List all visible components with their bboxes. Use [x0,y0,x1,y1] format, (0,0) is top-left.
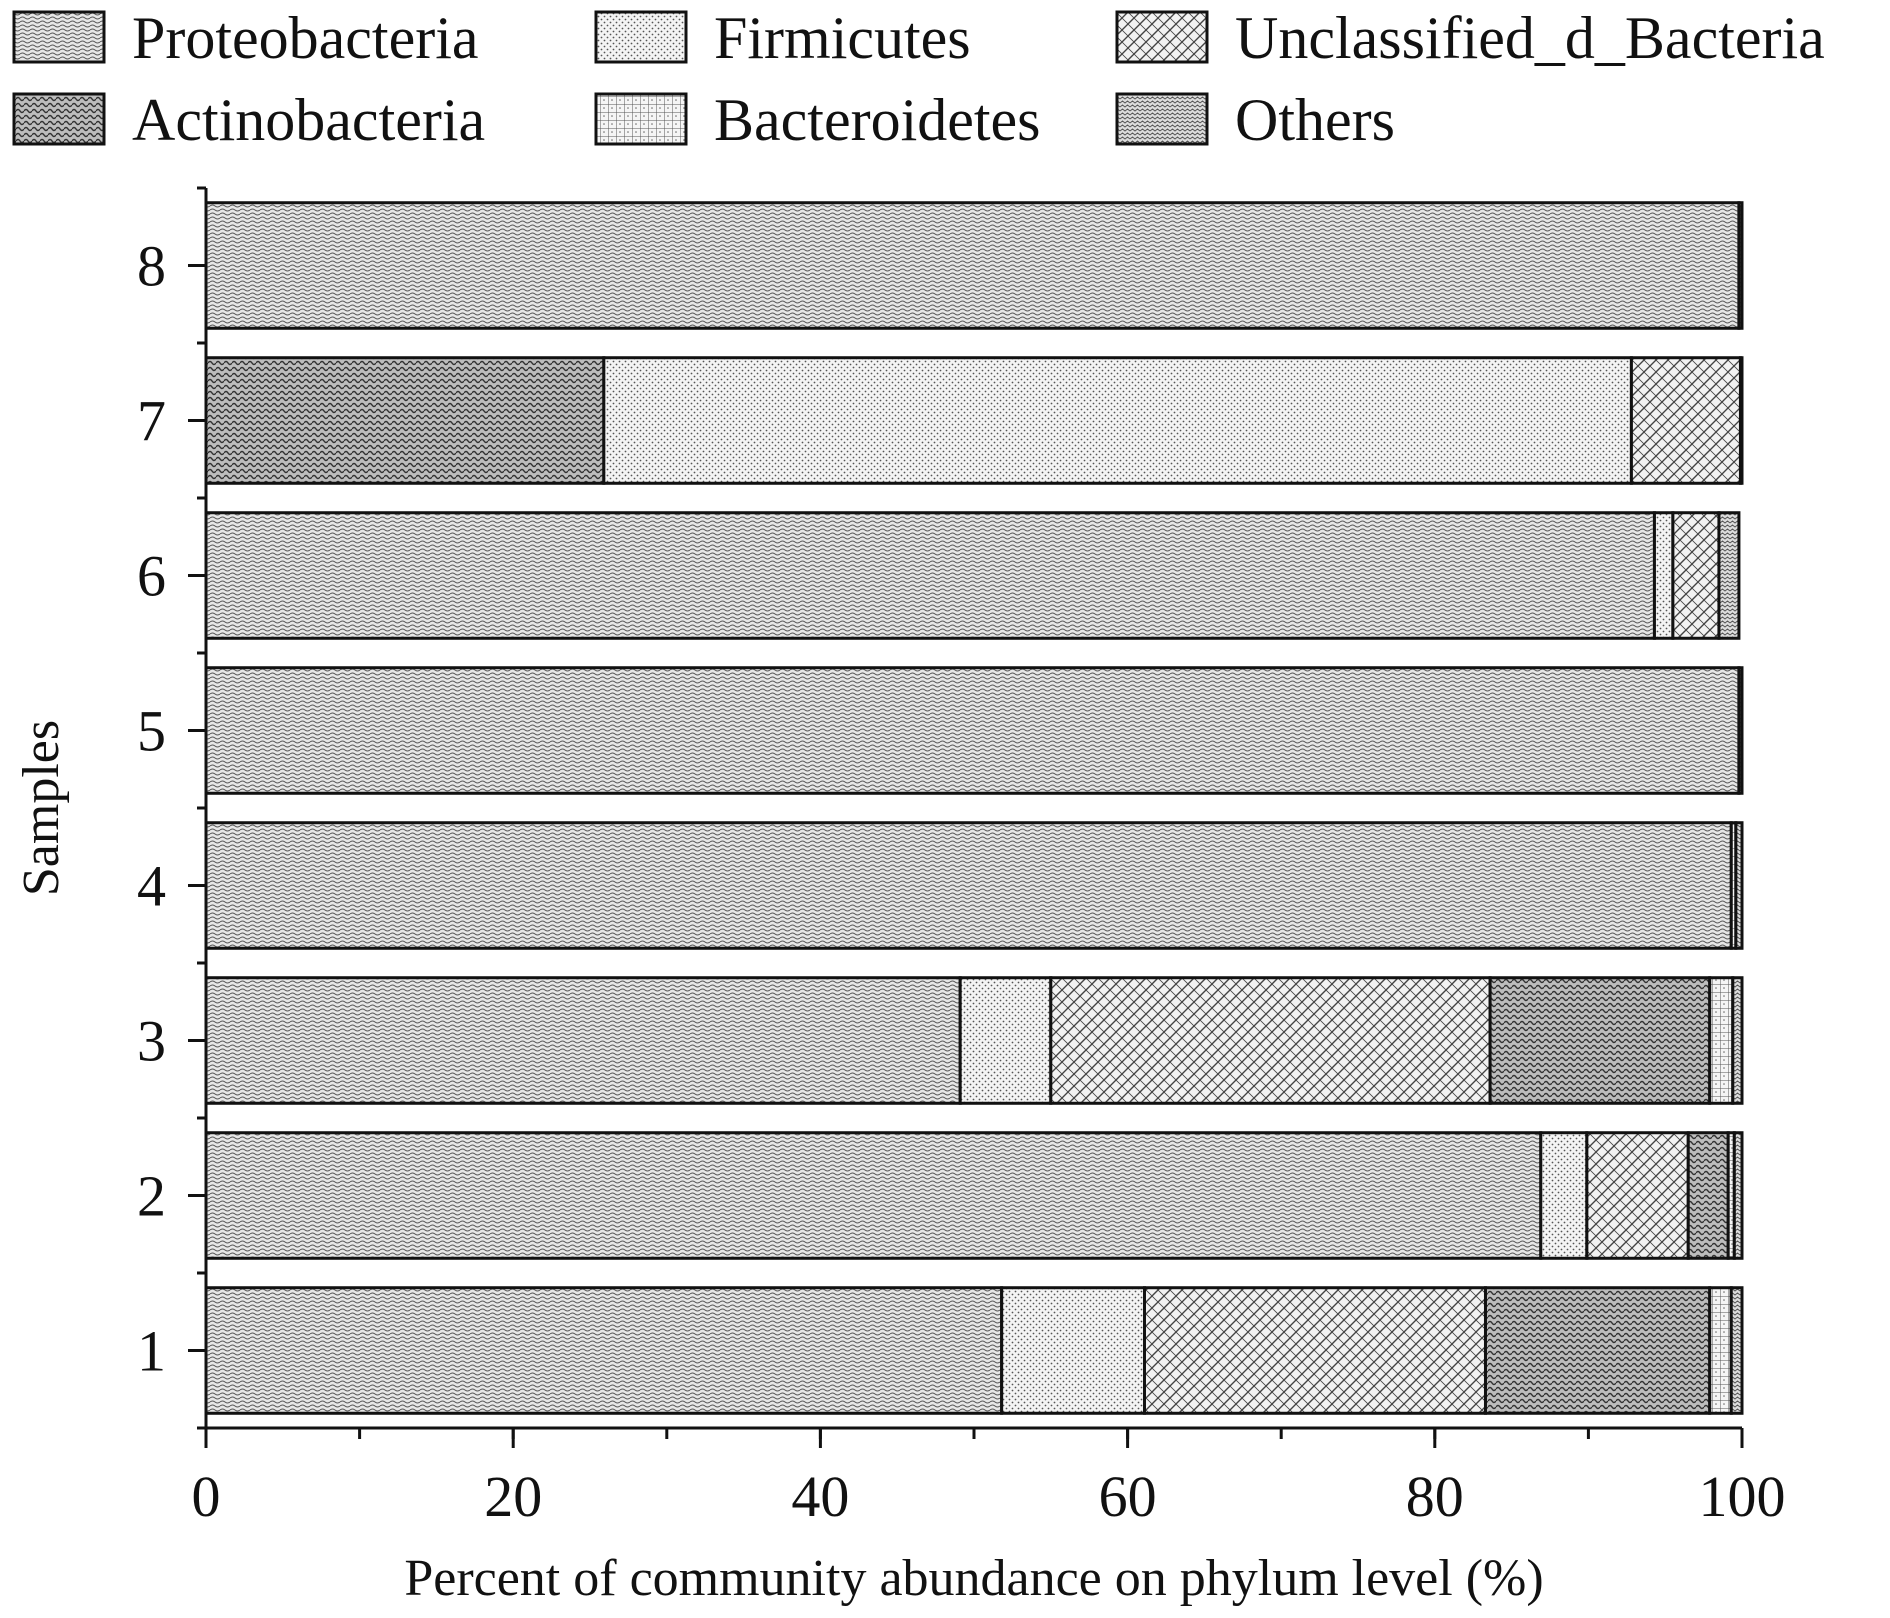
bar-segment-sample-5-proteobacteria [204,666,1741,795]
bar-segment-sample-1-actinobacteria [1483,1286,1712,1415]
bar-segment-sample-2-firmicutes [1539,1131,1589,1260]
legend-swatch-actinobacteria [12,92,106,146]
legend-label-firmicutes: Firmicutes [714,5,971,71]
y-tick-label-7: 7 [137,389,166,454]
bar-segment-sample-8-others [1737,201,1744,330]
legend-label-bacteroidetes: Bacteroidetes [714,87,1041,153]
bar-segment-sample-4-others [1734,821,1744,950]
y-tick-label-5: 5 [137,699,166,764]
legend-label-others: Others [1235,87,1395,153]
bar-segment-sample-5-others [1737,666,1744,795]
y-tick-label-2: 2 [137,1164,166,1229]
x-tick-label-80: 80 [1406,1464,1464,1529]
bar-segment-sample-7-firmicutes [602,356,1633,485]
legend: Proteobacteria Firmicutes Unclassified_d_B… [12,5,1825,153]
bar-segment-sample-2-others [1732,1131,1744,1260]
y-ticks: 1 2 3 4 5 6 7 8 [137,186,206,1430]
bar-segment-sample-1-others [1729,1286,1744,1415]
y-tick-label-3: 3 [137,1009,166,1074]
bar-segment-sample-6-firmicutes [1652,511,1675,640]
bar-segment-sample-7-actinobacteria [204,356,606,485]
bar-segment-sample-1-firmicutes [1000,1286,1146,1415]
y-tick-label-6: 6 [137,544,166,609]
bar-segment-sample-2-actinobacteria [1686,1131,1730,1260]
bar-segment-sample-6-others [1717,511,1741,640]
bar-segment-sample-7-unclassified-d-bacteria [1629,356,1742,485]
bars [204,201,1744,1415]
legend-swatch-firmicutes [594,10,688,64]
bar-segment-sample-7-others [1738,356,1744,485]
bar-segment-sample-1-proteobacteria [204,1286,1004,1415]
bar-segment-sample-2-proteobacteria [204,1131,1543,1260]
y-axis-title: Samples [13,720,70,896]
bar-segment-sample-3-actinobacteria [1488,976,1712,1105]
legend-label-actinobacteria: Actinobacteria [132,87,485,153]
x-tick-label-20: 20 [484,1464,542,1529]
y-tick-label-8: 8 [137,234,166,299]
legend-swatch-unclassified-d-bacteria [1115,10,1209,64]
bar-segment-sample-2-unclassified-d-bacteria [1585,1131,1690,1260]
bar-segment-sample-3-bacteroidetes [1708,976,1735,1105]
legend-label-unclassified-d-bacteria: Unclassified_d_Bacteria [1235,5,1825,71]
legend-swatch-bacteroidetes [594,92,688,146]
y-tick-label-4: 4 [137,854,166,919]
bar-segment-sample-8-proteobacteria [204,201,1741,330]
y-tick-label-1: 1 [137,1319,166,1384]
bar-segment-sample-4-proteobacteria [204,821,1733,950]
x-tick-label-60: 60 [1099,1464,1157,1529]
bar-segment-sample-3-proteobacteria [204,976,962,1105]
bar-segment-sample-3-firmicutes [958,976,1053,1105]
x-tick-label-100: 100 [1699,1464,1786,1529]
bar-segment-sample-3-others [1731,976,1744,1105]
bar-segment-sample-6-proteobacteria [204,511,1656,640]
legend-swatch-others [1115,92,1209,146]
x-tick-label-0: 0 [192,1464,221,1529]
bar-segment-sample-6-unclassified-d-bacteria [1671,511,1721,640]
x-ticks: 0 20 40 60 80 100 [192,1428,1786,1529]
legend-label-proteobacteria: Proteobacteria [132,5,479,71]
bar-segment-sample-3-unclassified-d-bacteria [1049,976,1492,1105]
legend-swatch-proteobacteria [12,10,106,64]
bar-segment-sample-1-bacteroidetes [1708,1286,1733,1415]
bar-segment-sample-1-unclassified-d-bacteria [1142,1286,1487,1415]
x-axis-title: Percent of community abundance on phylum… [404,1550,1543,1607]
x-tick-label-40: 40 [791,1464,849,1529]
